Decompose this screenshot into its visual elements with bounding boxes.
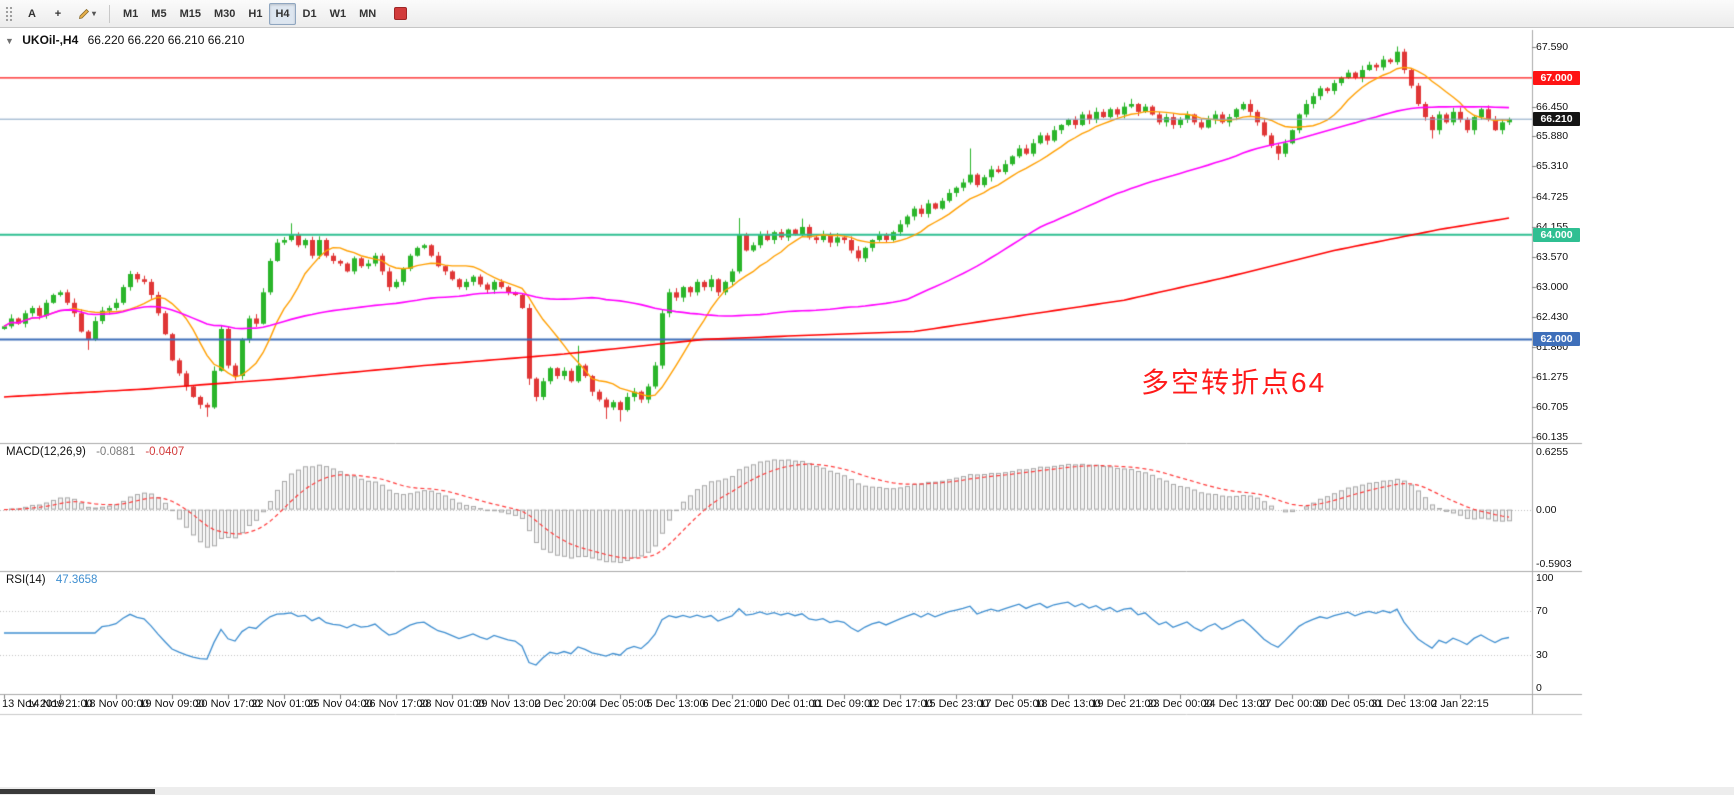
timeframe-m1[interactable]: M1: [117, 3, 144, 25]
toolbar: A + ▾ M1 M5 M15 M30 H1 H4 D1 W1 MN: [0, 0, 1734, 28]
price-axis[interactable]: [1532, 30, 1582, 714]
alert-icon[interactable]: [394, 7, 408, 20]
scrollbar-thumb[interactable]: [0, 789, 155, 794]
timeframe-m5[interactable]: M5: [145, 3, 172, 25]
timeframe-w1[interactable]: W1: [324, 3, 353, 25]
chevron-down-icon: ▾: [92, 9, 97, 18]
draw-tool-button[interactable]: ▾: [72, 3, 102, 25]
time-axis[interactable]: [0, 694, 1532, 714]
crosshair-tool-button[interactable]: +: [46, 3, 70, 25]
timeframe-m30[interactable]: M30: [208, 3, 241, 25]
timeframe-d1[interactable]: D1: [297, 3, 323, 25]
pencil-icon: [78, 8, 90, 19]
horizontal-scrollbar[interactable]: [0, 787, 1734, 795]
timeframe-h4[interactable]: H4: [269, 2, 296, 25]
toolbar-separator: [109, 4, 111, 23]
timeframe-m15[interactable]: M15: [174, 3, 207, 25]
timeframe-mn[interactable]: MN: [353, 3, 382, 25]
timeframe-group: M1 M5 M15 M30 H1 H4 D1 W1 MN: [117, 2, 382, 25]
timeframe-h1[interactable]: H1: [242, 3, 268, 25]
text-tool-button[interactable]: A: [20, 3, 44, 25]
toolbar-grip[interactable]: [5, 5, 14, 22]
